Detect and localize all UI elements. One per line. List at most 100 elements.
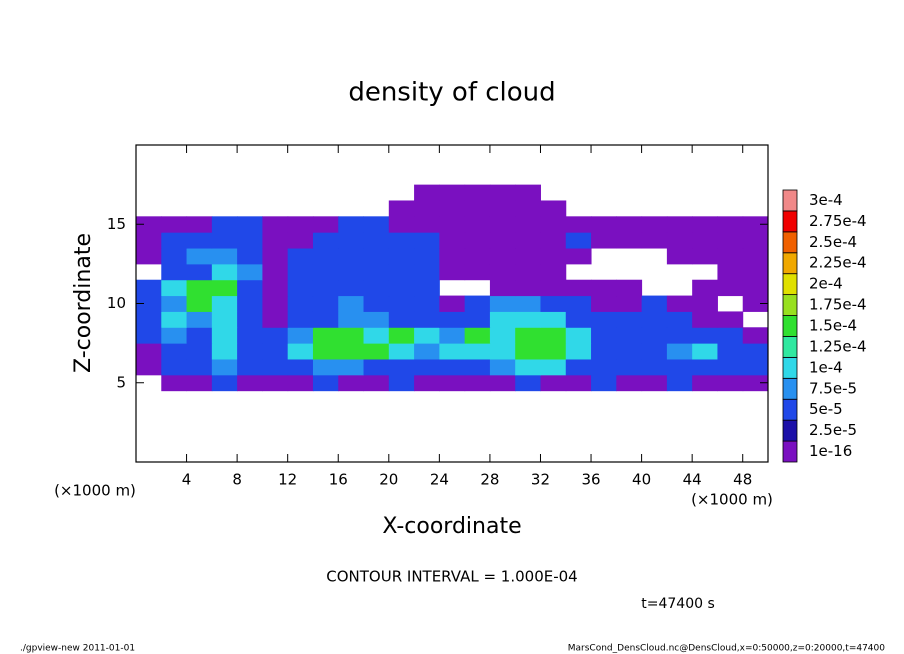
field-cell <box>161 295 188 312</box>
colorbar-box <box>782 336 798 358</box>
field-cell <box>616 343 643 360</box>
field-cell <box>211 263 238 281</box>
field-cell <box>338 263 365 281</box>
field-cell <box>388 358 415 376</box>
field-cell <box>439 311 466 328</box>
colorbar-box <box>782 189 798 212</box>
field-cell <box>388 263 415 281</box>
field-cell <box>540 327 567 344</box>
field-cell <box>641 311 668 328</box>
field-cell <box>515 327 541 344</box>
field-cell <box>338 327 365 344</box>
field-cell <box>237 327 263 344</box>
field-cell <box>464 248 491 265</box>
field-cell <box>237 343 263 360</box>
field-cell <box>136 358 162 376</box>
field-cell <box>616 232 643 249</box>
field-cell <box>565 248 592 265</box>
field-cell <box>666 232 693 249</box>
field-cell <box>262 343 289 360</box>
field-cell <box>439 343 466 360</box>
field-cell <box>515 295 541 312</box>
field-cell <box>641 216 668 233</box>
field-cell <box>388 327 415 344</box>
colorbar-box <box>782 398 798 421</box>
y-axis-label: Z-coordinate <box>71 233 96 373</box>
colorbar-box <box>782 440 798 463</box>
field-cell <box>692 232 718 249</box>
field-cell <box>515 248 541 265</box>
field-cell <box>489 295 516 312</box>
x-tick-label: 4 <box>182 471 192 489</box>
field-cell <box>161 358 188 376</box>
field-cell <box>338 295 365 312</box>
field-cell <box>414 232 440 249</box>
field-cell <box>489 358 516 376</box>
field-cell <box>414 374 440 392</box>
field-cell <box>338 232 365 249</box>
x-tick-label: 44 <box>683 471 702 489</box>
field-cell <box>717 248 744 265</box>
field-cell <box>388 200 415 217</box>
field-cell <box>414 311 440 328</box>
field-cell <box>414 248 440 265</box>
field-cell <box>312 295 339 312</box>
field-cell <box>616 295 643 312</box>
field-cell <box>666 374 693 392</box>
field-cell <box>136 343 162 360</box>
field-cell <box>136 295 162 312</box>
field-cell <box>616 311 643 328</box>
field-cell <box>262 327 289 344</box>
field-cell <box>287 232 314 249</box>
field-cell <box>565 374 592 392</box>
x-tick-label: 24 <box>430 471 449 489</box>
field-cell <box>666 248 693 265</box>
field-cell <box>666 358 693 376</box>
field-cell <box>540 311 567 328</box>
field-cell <box>565 358 592 376</box>
contour-note: CONTOUR INTERVAL = 1.000E-04 <box>326 568 577 586</box>
field-cell <box>237 216 263 233</box>
field-cell <box>540 200 567 217</box>
field-cell <box>211 295 238 312</box>
field-cell <box>136 232 162 249</box>
field-cell <box>414 343 440 360</box>
x-axis-label: X-coordinate <box>382 514 521 539</box>
field-cell <box>666 216 693 233</box>
field-cell <box>641 343 668 360</box>
field-cell <box>591 216 617 233</box>
field-cell <box>211 311 238 328</box>
field-cell <box>363 327 390 344</box>
field-cell <box>414 216 440 233</box>
field-cell <box>363 279 390 297</box>
field <box>136 184 769 392</box>
field-cell <box>262 216 289 233</box>
field-cell <box>489 343 516 360</box>
colorbar-label: 1.75e-4 <box>809 296 867 314</box>
field-cell <box>439 232 466 249</box>
field-cell <box>565 295 592 312</box>
colorbar-box <box>782 294 798 316</box>
field-cell <box>464 374 491 392</box>
field-cell <box>237 295 263 312</box>
field-cell <box>262 374 289 392</box>
field-cell <box>742 295 769 312</box>
field-cell <box>489 232 516 249</box>
field-cell <box>388 216 415 233</box>
field-cell <box>338 279 365 297</box>
field-cell <box>464 343 491 360</box>
colorbar-label: 5e-5 <box>809 400 843 418</box>
field-cell <box>489 248 516 265</box>
field-cell <box>666 311 693 328</box>
field-cell <box>186 263 213 281</box>
field-cell <box>742 343 769 360</box>
field-cell <box>237 263 263 281</box>
field-cell <box>338 216 365 233</box>
field-cell <box>540 374 567 392</box>
field-cell <box>186 358 213 376</box>
field-cell <box>136 216 162 233</box>
field-cell <box>489 216 516 233</box>
field-cell <box>338 311 365 328</box>
field-cell <box>161 263 188 281</box>
